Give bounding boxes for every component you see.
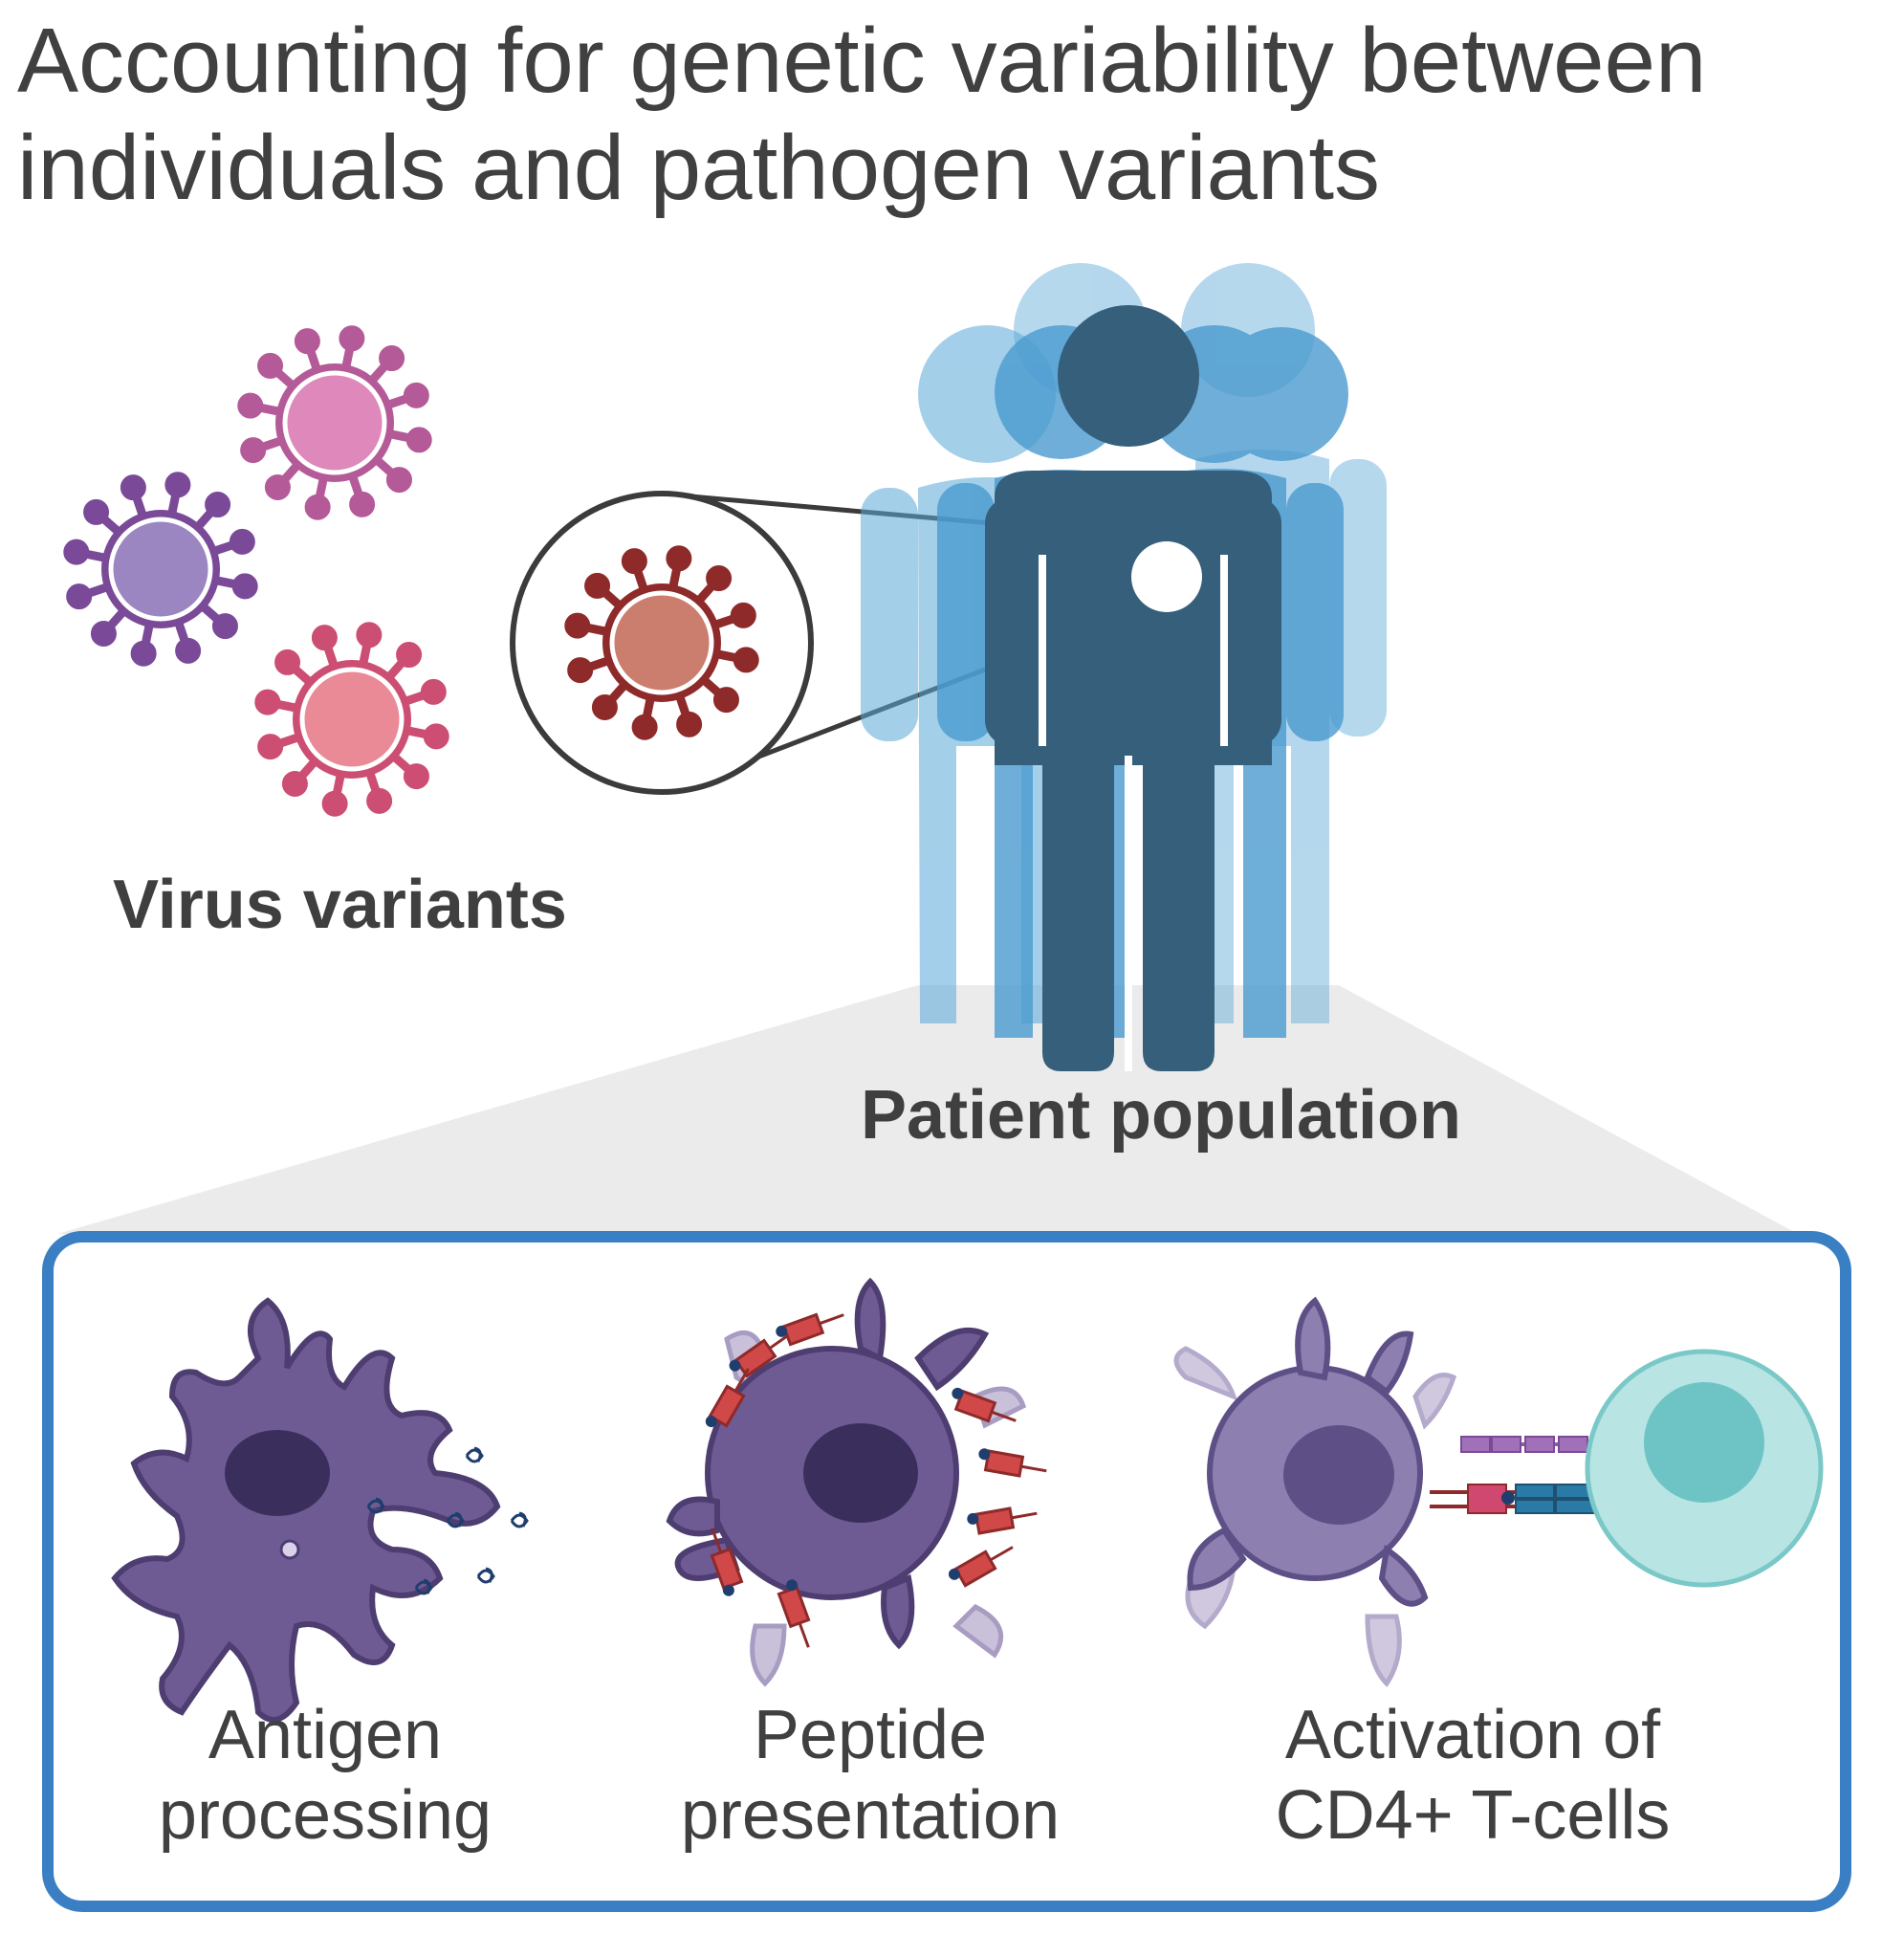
virus-spike-tip [403, 763, 429, 790]
step-3-line-2: CD4+ T-cells [1275, 1777, 1671, 1854]
tcr-complex-icon [1430, 1436, 1616, 1514]
virus-spike-tip [339, 325, 365, 352]
virus-spike-tip [666, 545, 692, 572]
dendritic-cell-processing-icon [111, 1297, 501, 1723]
zoom-target-dot [1131, 541, 1202, 612]
virus-spike-tip [403, 382, 429, 408]
virus-spike-tip [63, 539, 90, 565]
mhc-molecule [777, 1579, 811, 1648]
virus-red-icon [564, 545, 759, 740]
person-arm-gaps [1039, 555, 1228, 1071]
virus-spike-tip [311, 625, 338, 651]
virus-spike-tip [240, 437, 267, 464]
virus-spike-tip [231, 573, 258, 600]
virus-spike-tip [621, 548, 647, 575]
mhc-molecule [952, 1387, 1017, 1423]
title-line-1: Accounting for genetic variability betwe… [17, 10, 1707, 112]
virus-spike-tip [130, 640, 157, 667]
mhc-molecule [978, 1448, 1047, 1478]
virus-spike-tip [229, 528, 255, 555]
virus-rose-icon [254, 622, 449, 817]
mhc-molecule [729, 1331, 792, 1378]
virus-spike-tip [257, 352, 284, 379]
step-label-antigen-processing: Antigen processing [124, 1695, 526, 1856]
virus-spike-tip [237, 392, 264, 419]
virus-spike-tip [730, 602, 756, 628]
mhc-molecule [705, 1368, 750, 1428]
virus-spike-tip [274, 649, 301, 675]
mhc-molecule [710, 1528, 744, 1596]
virus-pink-icon [237, 325, 432, 520]
title-line-2: individuals and pathogen variants [17, 117, 1380, 219]
patient-population-label: Patient population [861, 1077, 1461, 1154]
virus-spike-tip [379, 345, 405, 372]
virus-spike-tip [257, 734, 284, 760]
virus-spike-tip [591, 693, 618, 720]
virus-spike-tip [631, 714, 658, 740]
virus-spike-tip [733, 647, 759, 673]
virus-spike-tip [281, 770, 308, 797]
virus-spike-tip [304, 494, 331, 520]
virus-spike-tip [584, 572, 611, 599]
zoom-funnel [57, 985, 1798, 1234]
virus-purple-icon [63, 472, 258, 667]
virus-spike-tip [66, 583, 93, 610]
virus-spike-tip [564, 612, 591, 639]
virus-spike-tip [205, 492, 231, 518]
dendritic-cell-presenting-icon [666, 1277, 1027, 1687]
virus-spike-tip [405, 427, 432, 453]
virus-spike-tip [396, 642, 423, 669]
mhc-molecule [776, 1312, 844, 1347]
virus-spike-tip [175, 637, 202, 664]
virus-spike-tip [420, 678, 447, 705]
virus-spike-tip [254, 689, 281, 715]
virus-spike-tip [567, 657, 594, 684]
mhc-molecules-icon [705, 1312, 1047, 1648]
virus-spike-tip [706, 565, 733, 592]
virus-variants-label: Virus variants [113, 867, 567, 943]
virus-spike-tip [211, 613, 238, 640]
step-3-line-1: Activation of [1284, 1697, 1661, 1773]
mhc-molecule [948, 1546, 1014, 1588]
step-2-line-2: presentation [680, 1777, 1061, 1854]
virus-spike-tip [90, 620, 117, 647]
virus-spike-tip [164, 472, 191, 498]
antigen-particles-icon [366, 1446, 529, 1595]
step-label-cd4-activation: Activation of CD4+ T-cells [1234, 1695, 1712, 1856]
mhc-molecule [967, 1506, 1038, 1535]
dendritic-cell-activating-icon [1173, 1296, 1457, 1687]
step-2-line-1: Peptide [753, 1697, 988, 1773]
virus-spike-tip [366, 787, 393, 814]
person-main-icon [985, 305, 1281, 1071]
page-title: Accounting for genetic variability betwe… [17, 8, 1892, 222]
virus-spike-tip [120, 474, 146, 501]
virus-spike-tip [356, 622, 383, 649]
virus-spike-tip [264, 473, 291, 500]
virus-spike-tip [321, 790, 348, 817]
virus-spike-tip [423, 723, 449, 750]
virus-spike-tip [349, 491, 376, 517]
step-label-peptide-presentation: Peptide presentation [650, 1695, 1090, 1856]
virus-spike-tip [385, 467, 412, 494]
virus-spike-tip [712, 687, 739, 714]
virus-spike-tip [294, 328, 320, 355]
step-1-line-1: Antigen [208, 1697, 443, 1773]
t-cell-icon [1585, 1349, 1824, 1588]
step-1-line-2: processing [158, 1777, 492, 1854]
virus-spike-tip [83, 498, 110, 525]
virus-spike-tip [676, 711, 703, 737]
